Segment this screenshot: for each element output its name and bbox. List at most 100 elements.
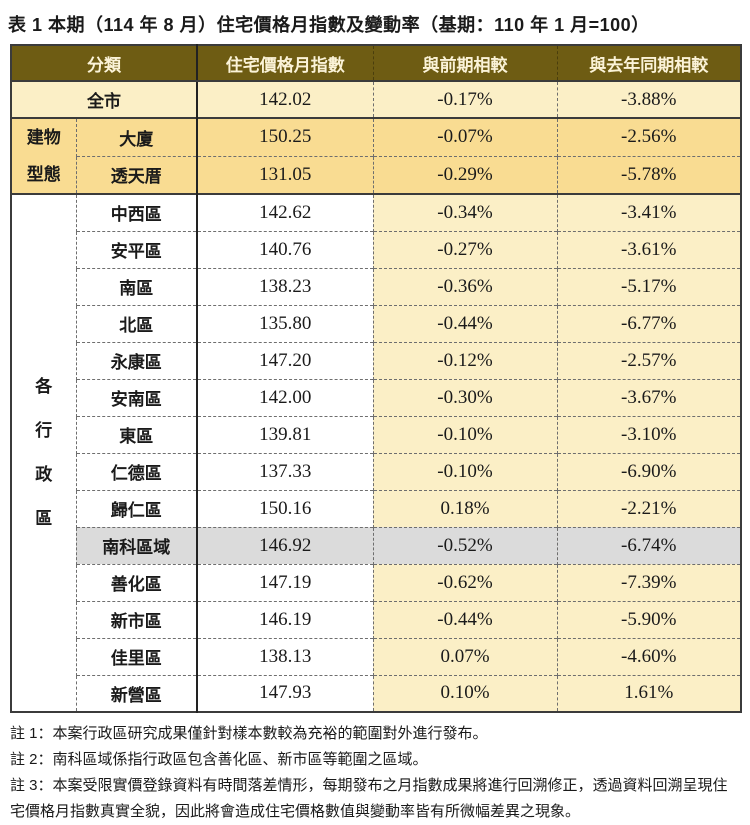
- yoy-cell: -6.74%: [556, 526, 741, 564]
- row-name-cell: 仁德區: [75, 452, 197, 490]
- index-cell: 138.13: [196, 637, 373, 675]
- yoy-cell: -2.57%: [556, 341, 741, 379]
- district-row: 永康區 147.20 -0.12% -2.57%: [11, 341, 741, 379]
- index-cell: 150.25: [196, 117, 373, 156]
- footnote-2: 註 2：南科區域係指行政區包含善化區、新市區等範圍之區域。: [10, 750, 428, 768]
- yoy-cell: -5.90%: [556, 600, 741, 638]
- mom-cell: -0.12%: [372, 341, 557, 379]
- row-name-cell: 善化區: [75, 563, 197, 601]
- column-header-mom: 與前期相較: [372, 45, 557, 82]
- yoy-cell: -6.90%: [556, 452, 741, 490]
- district-row: 善化區 147.19 -0.62% -7.39%: [11, 563, 741, 601]
- building-type-group-text: 建物型態: [26, 128, 61, 184]
- city-row: 全市 142.02 -0.17% -3.88%: [11, 80, 741, 118]
- index-cell: 146.19: [196, 600, 373, 638]
- yoy-cell: -3.41%: [556, 193, 741, 231]
- district-row: 南區 138.23 -0.36% -5.17%: [11, 267, 741, 305]
- column-header-index: 住宅價格月指數: [196, 45, 373, 82]
- mom-cell: 0.07%: [372, 637, 557, 675]
- mom-cell: -0.10%: [372, 415, 557, 453]
- index-cell: 142.62: [196, 193, 373, 231]
- district-row: 安南區 142.00 -0.30% -3.67%: [11, 378, 741, 416]
- index-cell: 138.23: [196, 267, 373, 305]
- city-name-cell: 全市: [11, 80, 197, 118]
- mom-cell: -0.27%: [372, 230, 557, 268]
- index-cell: 142.00: [196, 378, 373, 416]
- mom-cell: -0.52%: [372, 526, 557, 564]
- yoy-cell: -2.56%: [556, 117, 741, 156]
- row-name-cell: 佳里區: [75, 637, 197, 675]
- index-cell: 147.19: [196, 563, 373, 601]
- index-cell: 147.93: [196, 674, 373, 712]
- row-name-cell: 新市區: [75, 600, 197, 638]
- district-row: 東區 139.81 -0.10% -3.10%: [11, 415, 741, 453]
- row-name-cell: 北區: [75, 304, 197, 342]
- yoy-cell: -6.77%: [556, 304, 741, 342]
- row-name-cell: 永康區: [75, 341, 197, 379]
- row-name-cell: 大廈: [75, 117, 197, 156]
- header-row: 分類 住宅價格月指數 與前期相較 與去年同期相較: [11, 45, 741, 82]
- city-mom-cell: -0.17%: [372, 80, 557, 118]
- district-group-label: 各行政區: [11, 193, 76, 712]
- row-name-cell: 透天厝: [75, 155, 197, 194]
- mom-cell: 0.18%: [372, 489, 557, 527]
- mom-cell: -0.10%: [372, 452, 557, 490]
- district-row: 新營區 147.93 0.10% 1.61%: [11, 674, 741, 712]
- row-name-cell: 中西區: [75, 193, 197, 231]
- building-type-row: 透天厝 131.05 -0.29% -5.78%: [11, 155, 741, 194]
- column-header-category: 分類: [11, 45, 197, 82]
- district-row: 仁德區 137.33 -0.10% -6.90%: [11, 452, 741, 490]
- yoy-cell: -5.17%: [556, 267, 741, 305]
- yoy-cell: -3.10%: [556, 415, 741, 453]
- city-index-cell: 142.02: [196, 80, 373, 118]
- row-name-cell: 南區: [75, 267, 197, 305]
- footnotes: 註 1：本案行政區研究成果僅針對樣本數較為充裕的範圍對外進行發布。 註 2：南科…: [10, 721, 742, 825]
- yoy-cell: -4.60%: [556, 637, 741, 675]
- index-cell: 139.81: [196, 415, 373, 453]
- row-name-cell: 安南區: [75, 378, 197, 416]
- yoy-cell: -5.78%: [556, 155, 741, 194]
- district-row: 歸仁區 150.16 0.18% -2.21%: [11, 489, 741, 527]
- district-row: 各行政區 中西區 142.62 -0.34% -3.41%: [11, 193, 741, 712]
- row-name-cell: 南科區域: [75, 526, 197, 564]
- table-title: 表 1 本期（114 年 8 月）住宅價格月指數及變動率（基期：110 年 1 …: [8, 15, 650, 35]
- district-row: 北區 135.80 -0.44% -6.77%: [11, 304, 741, 342]
- row-name-cell: 安平區: [75, 230, 197, 268]
- index-cell: 137.33: [196, 452, 373, 490]
- index-cell: 147.20: [196, 341, 373, 379]
- district-row: 佳里區 138.13 0.07% -4.60%: [11, 637, 741, 675]
- mom-cell: 0.10%: [372, 674, 557, 712]
- footnote-1: 註 1：本案行政區研究成果僅針對樣本數較為充裕的範圍對外進行發布。: [10, 725, 488, 742]
- yoy-cell: 1.61%: [556, 674, 741, 712]
- yoy-cell: -3.67%: [556, 378, 741, 416]
- mom-cell: -0.34%: [372, 193, 557, 231]
- column-header-yoy: 與去年同期相較: [556, 45, 741, 82]
- mom-cell: -0.07%: [372, 117, 557, 156]
- yoy-cell: -7.39%: [556, 563, 741, 601]
- district-group-text: 各行政區: [35, 377, 53, 528]
- row-name-cell: 歸仁區: [75, 489, 197, 527]
- building-type-row: 建物型態 大廈 150.25 -0.07% -2.56%: [11, 117, 741, 194]
- mom-cell: -0.62%: [372, 563, 557, 601]
- city-yoy-cell: -3.88%: [556, 80, 741, 118]
- index-cell: 131.05: [196, 155, 373, 194]
- district-row-highlighted: 南科區域 146.92 -0.52% -6.74%: [11, 526, 741, 564]
- mom-cell: -0.44%: [372, 304, 557, 342]
- building-type-group-label: 建物型態: [11, 117, 76, 194]
- row-name-cell: 新營區: [75, 674, 197, 712]
- row-name-cell: 東區: [75, 415, 197, 453]
- index-cell: 135.80: [196, 304, 373, 342]
- district-row: 安平區 140.76 -0.27% -3.61%: [11, 230, 741, 268]
- district-row: 新市區 146.19 -0.44% -5.90%: [11, 600, 741, 638]
- index-cell: 146.92: [196, 526, 373, 564]
- yoy-cell: -2.21%: [556, 489, 741, 527]
- footnote-3: 註 3：本案受限實價登錄資料有時間落差情形，每期發布之月指數成果將進行回溯修正，…: [10, 776, 728, 820]
- mom-cell: -0.29%: [372, 155, 557, 194]
- housing-price-index-table: 分類 住宅價格月指數 與前期相較 與去年同期相較 全市 142.02 -0.17…: [10, 44, 742, 713]
- index-cell: 150.16: [196, 489, 373, 527]
- index-cell: 140.76: [196, 230, 373, 268]
- mom-cell: -0.36%: [372, 267, 557, 305]
- mom-cell: -0.44%: [372, 600, 557, 638]
- yoy-cell: -3.61%: [556, 230, 741, 268]
- mom-cell: -0.30%: [372, 378, 557, 416]
